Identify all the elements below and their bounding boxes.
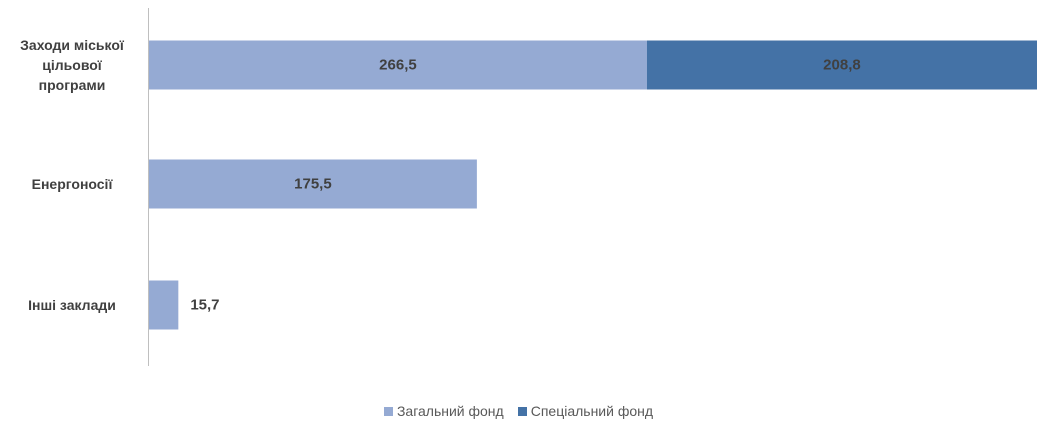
value-label-special-0: 208,8 — [823, 57, 861, 74]
category-label-0: Заходи міської цільової програми — [20, 37, 125, 93]
value-labels-group: 266,5 208,8 175,5 15,7 — [190, 57, 860, 314]
legend-label-special-fund: Спеціальний фонд — [530, 403, 654, 419]
bar-general-1 — [149, 159, 477, 209]
bar-chart: 266,5 208,8 175,5 15,7 Заходи міської цільов… — [20, 8, 1037, 366]
value-label-general-2: 15,7 — [190, 297, 219, 314]
legend-label-general-fund: Загальний фонд — [396, 403, 504, 419]
legend-item-special-fund: Спеціальний фонд — [517, 403, 654, 419]
legend-item-general-fund: Загальний фонд — [383, 403, 504, 419]
category-label-2: Інші заклади — [28, 297, 116, 313]
bar-special-0 — [646, 40, 1037, 90]
value-label-general-1: 175,5 — [294, 176, 332, 193]
category-labels-group: Заходи міської цільової програми Енергоносі… — [20, 37, 125, 313]
legend-swatch-general-fund — [383, 406, 393, 416]
bar-general-0 — [149, 40, 647, 90]
value-label-general-0: 266,5 — [379, 57, 417, 74]
legend: Загальний фонд Спеціальний фонд — [0, 403, 1037, 419]
legend-swatch-special-fund — [517, 406, 527, 416]
category-label-1: Енергоносії — [32, 176, 114, 192]
bars-group — [149, 40, 1037, 330]
bar-general-2 — [149, 280, 179, 330]
